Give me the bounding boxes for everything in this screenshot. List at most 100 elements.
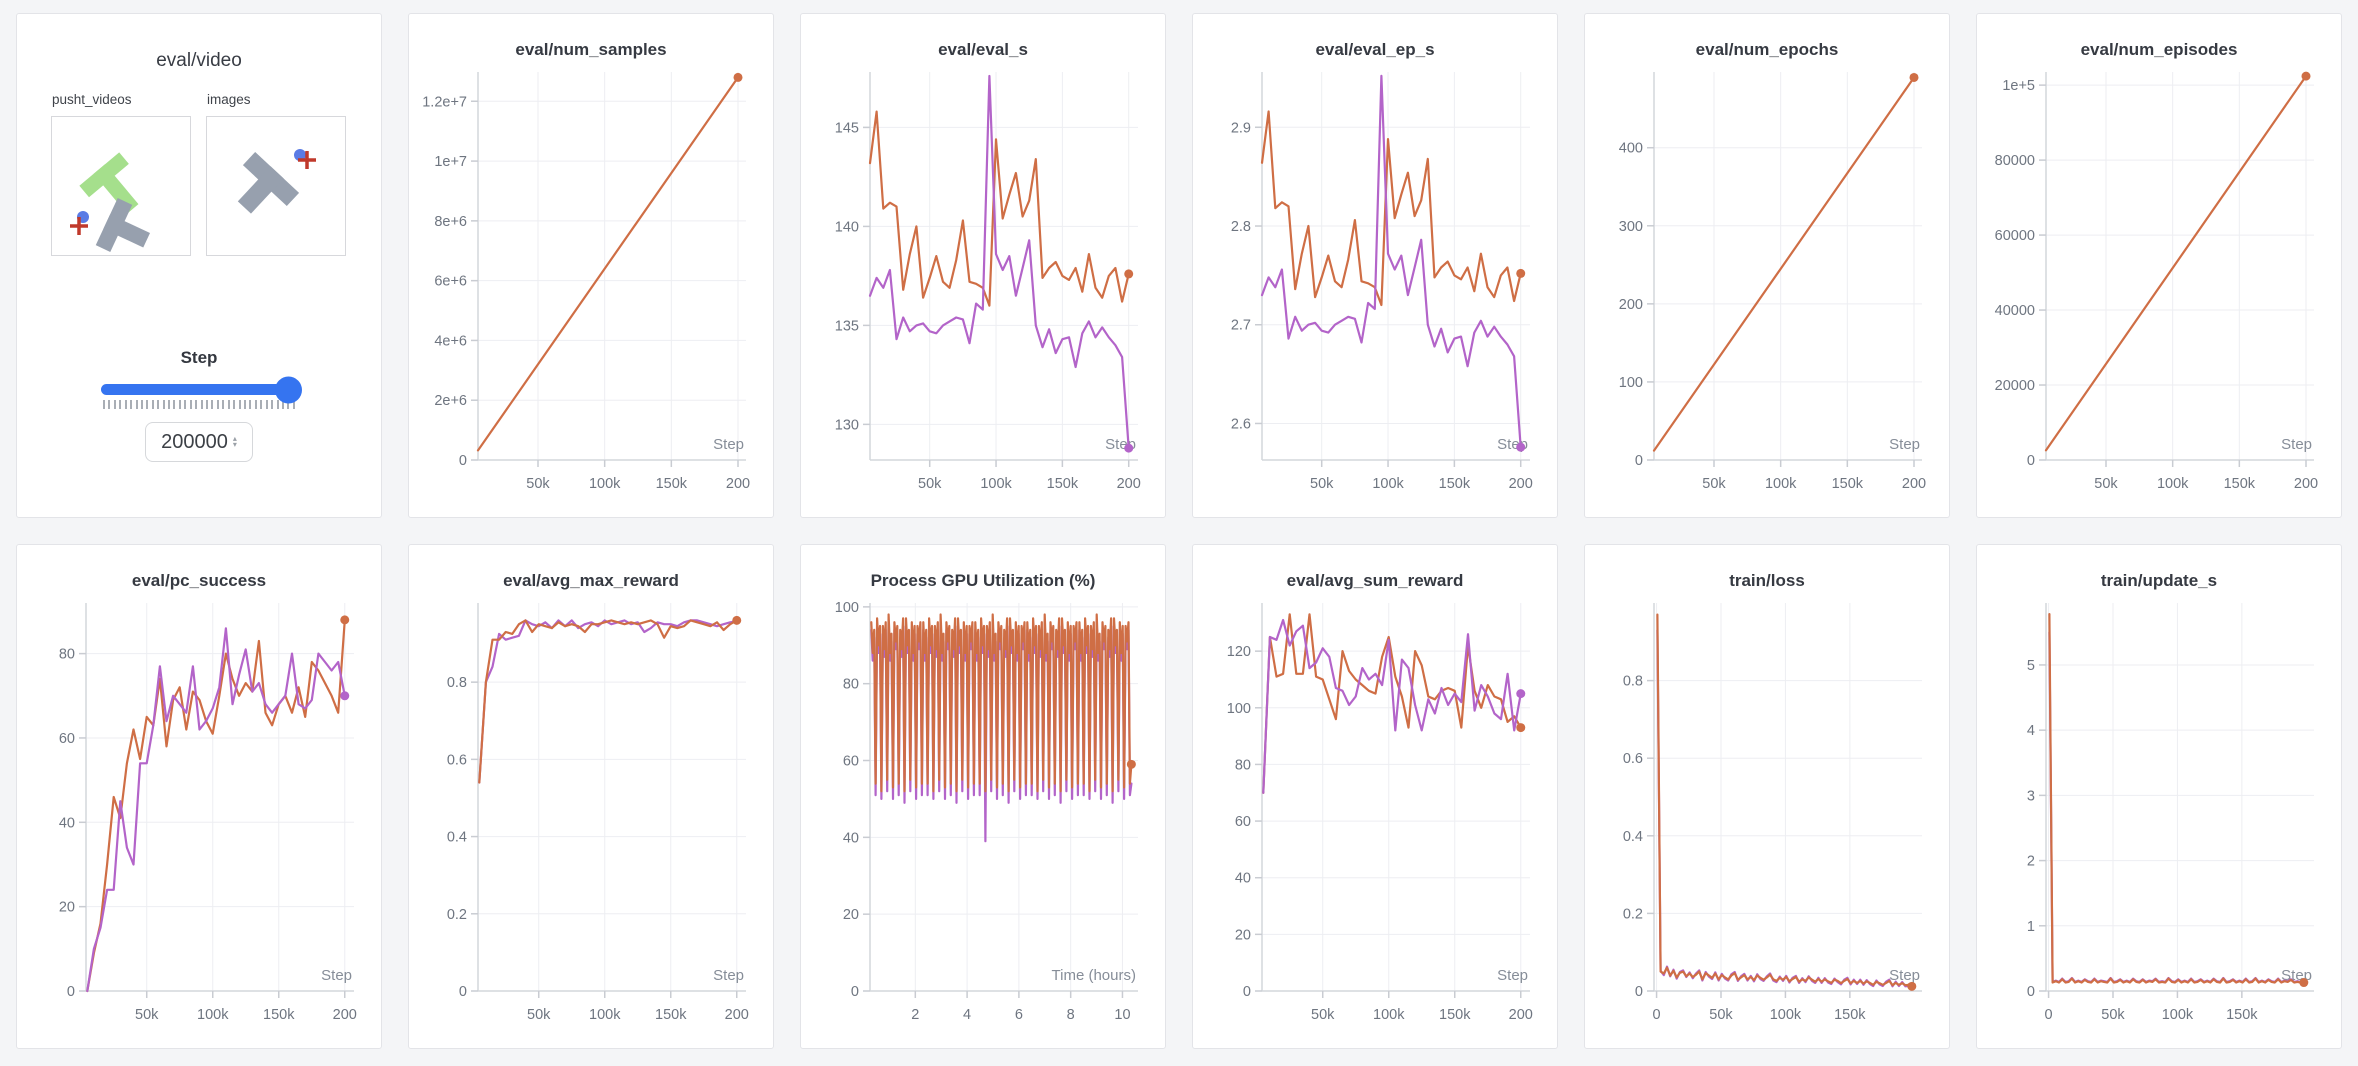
- svg-text:40000: 40000: [1995, 303, 2035, 319]
- chart-eval-num-episodes[interactable]: 50k 100k 150k 200 0 20000 40000 60000 80000 1e+5 S…: [1988, 62, 2330, 512]
- svg-text:2.9: 2.9: [1231, 120, 1251, 136]
- chart-title: eval/eval_ep_s: [1315, 40, 1435, 59]
- series-endpoint-orange: [1126, 759, 1136, 769]
- chart-title: eval/eval_s: [938, 40, 1028, 59]
- series-line-orange: [868, 110, 1130, 307]
- svg-text:130: 130: [835, 417, 859, 433]
- series-line-orange: [1260, 110, 1522, 307]
- chart-panel-eval-pc-success: eval/pc_success 50k 100k 150k 200 0 20 40 60 80 St…: [16, 544, 382, 1049]
- chart-train-loss[interactable]: 0 50k 100k 150k 0 0.2 0.4 0.6 0.8 Step: [1596, 593, 1938, 1043]
- x-axis-label: Step: [1497, 967, 1528, 984]
- x-axis-label: Time (hours): [1052, 967, 1136, 984]
- svg-text:50k: 50k: [918, 476, 942, 492]
- chart-eval-pc-success[interactable]: 50k 100k 150k 200 0 20 40 60 80 Step: [28, 593, 370, 1043]
- svg-text:50k: 50k: [1311, 1007, 1335, 1023]
- x-axis-label: Step: [2281, 436, 2312, 453]
- svg-text:60: 60: [1235, 814, 1251, 830]
- svg-text:100k: 100k: [1765, 476, 1797, 492]
- chart-panel-eval-num-samples: eval/num_samples 50k 100k 150k 200 0 2e+6 4e+6 6…: [408, 13, 774, 518]
- svg-text:100k: 100k: [1770, 1007, 1802, 1023]
- svg-text:100: 100: [835, 600, 859, 616]
- images-render-icon: [237, 149, 316, 214]
- images-thumbnail[interactable]: [206, 116, 346, 256]
- svg-text:200: 200: [725, 1007, 749, 1023]
- step-slider-thumb-handle[interactable]: [275, 376, 302, 403]
- svg-text:1: 1: [2027, 919, 2035, 935]
- svg-text:135: 135: [835, 318, 859, 334]
- svg-text:0: 0: [2045, 1007, 2053, 1023]
- svg-text:50k: 50k: [2101, 1007, 2125, 1023]
- series-line-purple: [868, 74, 1130, 450]
- svg-text:2.7: 2.7: [1231, 318, 1251, 334]
- svg-text:80000: 80000: [1995, 153, 2035, 169]
- chart-eval-num-epochs[interactable]: 50k 100k 150k 200 0 100 200 300 400 Step: [1596, 62, 1938, 512]
- step-slider[interactable]: [101, 376, 302, 409]
- chart-panel-eval-avg-sum-reward: eval/avg_sum_reward 50k 100k 150k 200 0 20 40 60…: [1192, 544, 1558, 1049]
- series-endpoint-orange: [340, 615, 350, 625]
- svg-text:200: 200: [1117, 476, 1141, 492]
- svg-text:0: 0: [67, 984, 75, 1000]
- chart-eval-num-samples[interactable]: 50k 100k 150k 200 0 2e+6 4e+6 6e+6 8e+6 1e+7 1.2e+…: [420, 62, 762, 512]
- chart-title: eval/pc_success: [131, 571, 267, 590]
- svg-text:0: 0: [459, 984, 467, 1000]
- svg-text:4e+6: 4e+6: [434, 333, 467, 349]
- svg-text:2.6: 2.6: [1231, 416, 1251, 432]
- svg-text:100k: 100k: [589, 476, 621, 492]
- series-line-purple: [86, 627, 346, 993]
- chart-eval-avg-sum-reward[interactable]: 50k 100k 150k 200 0 20 40 60 80 100 120 Step: [1204, 593, 1546, 1043]
- step-decrement-button[interactable]: ▾: [232, 440, 237, 449]
- svg-text:100: 100: [1619, 375, 1643, 391]
- series-line-orange: [476, 76, 740, 452]
- svg-text:150k: 150k: [263, 1007, 295, 1023]
- step-input[interactable]: 200000 ▴ ▾: [145, 422, 253, 462]
- chart-panel-train-loss: train/loss 0 50k 100k 150k 0 0.2 0.4 0.6 0.8 Step: [1584, 544, 1950, 1049]
- step-slider-track[interactable]: [101, 376, 302, 403]
- panel-eval-video: eval/video pusht_videos: [16, 13, 382, 518]
- series-endpoint-orange: [2299, 978, 2309, 988]
- svg-text:200: 200: [1509, 476, 1533, 492]
- series-line-orange: [1262, 613, 1522, 794]
- series-endpoint-orange: [1516, 723, 1526, 733]
- svg-text:200: 200: [726, 476, 750, 492]
- goal-cross: [70, 217, 88, 235]
- svg-text:0.4: 0.4: [447, 830, 467, 846]
- series-endpoint-orange: [1124, 269, 1134, 279]
- svg-text:200: 200: [1902, 476, 1926, 492]
- svg-text:50k: 50k: [1702, 476, 1726, 492]
- svg-text:0.4: 0.4: [1623, 829, 1643, 845]
- media-row: pusht_videos: [37, 92, 361, 256]
- x-axis-label: Step: [713, 436, 744, 453]
- series-endpoint-purple: [1516, 442, 1526, 452]
- svg-text:400: 400: [1619, 141, 1643, 157]
- step-value: 200000: [161, 430, 228, 453]
- step-increment-button[interactable]: ▴: [232, 434, 237, 443]
- svg-text:0.2: 0.2: [1623, 906, 1643, 922]
- series-endpoint-purple: [1516, 689, 1526, 699]
- svg-text:20: 20: [843, 907, 859, 923]
- svg-text:150k: 150k: [656, 476, 688, 492]
- svg-text:0.8: 0.8: [447, 675, 467, 691]
- svg-text:40: 40: [843, 830, 859, 846]
- chart-panel-eval-num-epochs: eval/num_epochs 50k 100k 150k 200 0 100 200 300 4…: [1584, 13, 1950, 518]
- svg-text:100k: 100k: [589, 1007, 621, 1023]
- pusht-video-thumbnail[interactable]: [51, 116, 191, 256]
- media-pusht-videos: pusht_videos: [51, 92, 191, 256]
- series-endpoint-orange: [1516, 268, 1526, 278]
- chart-title: eval/num_episodes: [2080, 40, 2238, 59]
- svg-text:50k: 50k: [527, 1007, 551, 1023]
- svg-text:200: 200: [1509, 1007, 1533, 1023]
- chart-title: eval/avg_max_reward: [503, 571, 679, 590]
- chart-title: eval/num_epochs: [1695, 40, 1839, 59]
- media-images: images: [206, 92, 346, 256]
- svg-text:140: 140: [835, 219, 859, 235]
- chart-title: eval/avg_sum_reward: [1286, 571, 1464, 590]
- chart-eval-avg-max-reward[interactable]: 50k 100k 150k 200 0 0.2 0.4 0.6 0.8 Step: [420, 593, 762, 1043]
- media-label-images: images: [207, 92, 251, 107]
- svg-text:4: 4: [2027, 723, 2035, 739]
- step-slider-tickmarks: [101, 400, 297, 409]
